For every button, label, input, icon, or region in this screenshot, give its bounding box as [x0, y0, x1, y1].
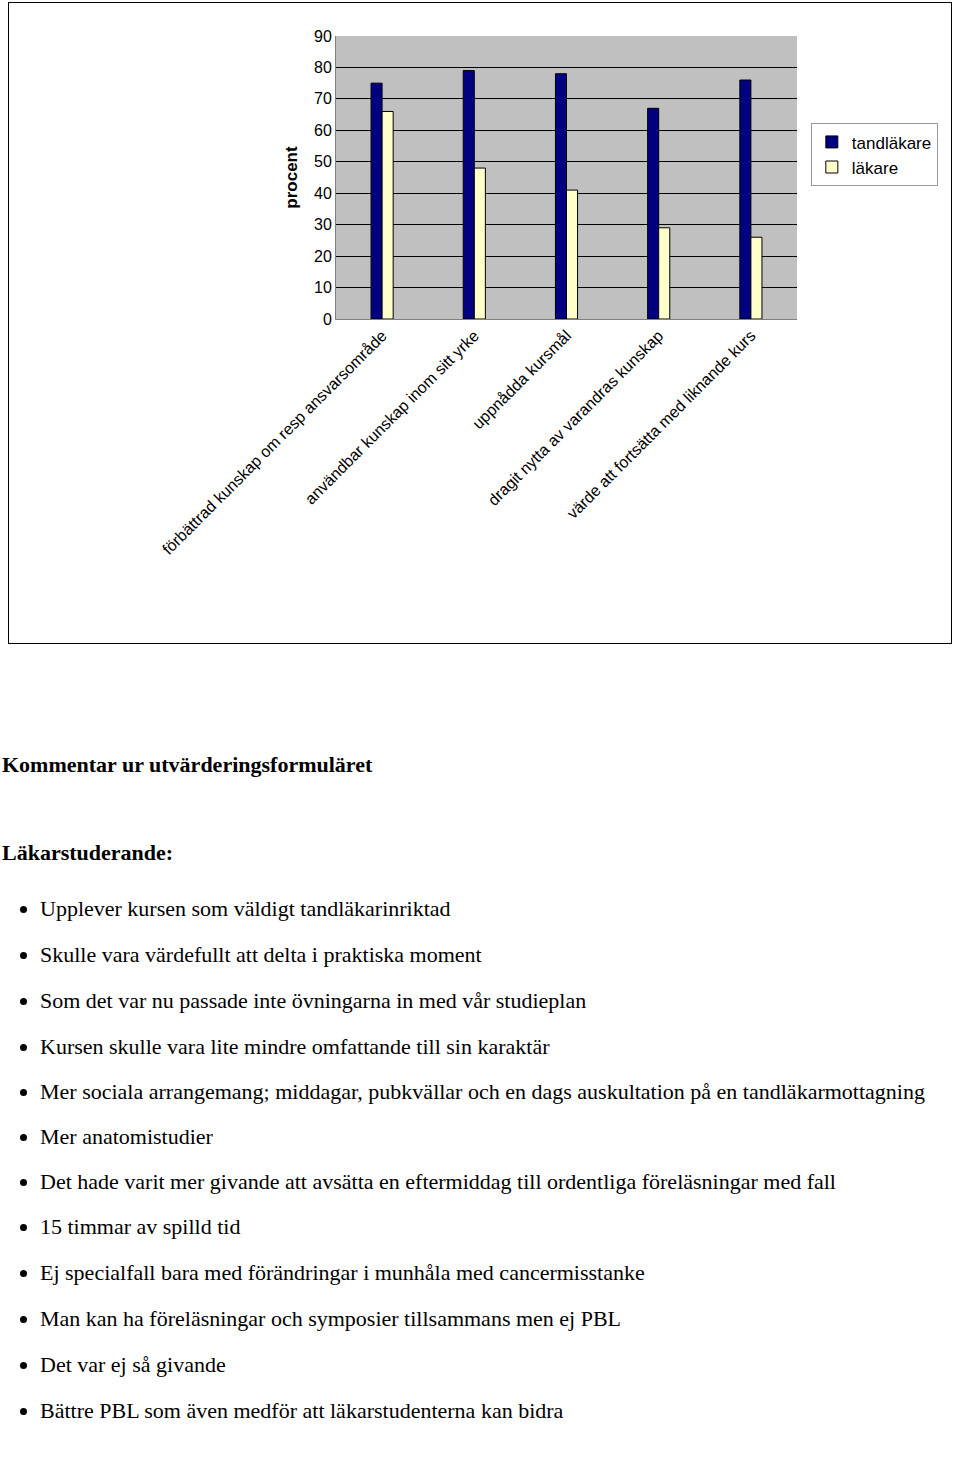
svg-text:0: 0 [323, 311, 332, 328]
html-text:Bättre PBL som även medför att: Bättre PBL som även medför att läkarstud… [40, 1398, 564, 1423]
svg-text:80: 80 [314, 59, 332, 76]
html-text:Mer sociala arrangemang; midda: Mer sociala arrangemang; middagar, pubkv… [40, 1079, 925, 1104]
svg-text:70: 70 [314, 90, 332, 107]
html-text:Det hade varit mer givande att: Det hade varit mer givande att avsätta e… [40, 1169, 836, 1194]
html-text:Upplever kursen som väldigt ta: Upplever kursen som väldigt tandläkarinr… [40, 896, 451, 921]
svg-text:20: 20 [314, 248, 332, 265]
html-text:Som det var nu passade inte öv: Som det var nu passade inte övningarna i… [40, 988, 587, 1013]
svg-text:användbar kunskap inom sitt yr: användbar kunskap inom sitt yrke [302, 327, 483, 508]
svg-text:förbättrad kunskap om resp ans: förbättrad kunskap om resp ansvarsområde [159, 327, 390, 558]
html-text:15 timmar av spilld tid: 15 timmar av spilld tid [40, 1214, 241, 1239]
svg-text:uppnådda kursmål: uppnådda kursmål [469, 327, 574, 432]
svg-text:40: 40 [314, 185, 332, 202]
html-text:Läkarstuderande:: Läkarstuderande: [2, 840, 174, 865]
html-text:Kommentar ur utvärderingsformu: Kommentar ur utvärderingsformuläret [2, 752, 373, 777]
svg-text:värde att fortsätta med liknan: värde att fortsätta med liknande kurs [564, 327, 759, 522]
html-text:Skulle vara värdefullt att del: Skulle vara värdefullt att delta i prakt… [40, 942, 482, 967]
svg-text:90: 90 [314, 28, 332, 45]
svg-text:60: 60 [314, 122, 332, 139]
html-text:Ej specialfall bara med föränd: Ej specialfall bara med förändringar i m… [40, 1260, 645, 1285]
html-text:Mer anatomistudier: Mer anatomistudier [40, 1124, 213, 1149]
html-text:Man kan ha föreläsningar och s: Man kan ha föreläsningar och symposier t… [40, 1306, 621, 1331]
html-text:Det var ej så givande: Det var ej så givande [40, 1352, 226, 1377]
svg-text:50: 50 [314, 153, 332, 170]
svg-text:30: 30 [314, 216, 332, 233]
svg-text:tandläkare: tandläkare [852, 134, 931, 153]
svg-text:procent: procent [282, 146, 301, 209]
svg-text:10: 10 [314, 279, 332, 296]
svg-text:läkare: läkare [852, 159, 898, 178]
html-text:Kursen skulle vara lite mindre: Kursen skulle vara lite mindre omfattand… [40, 1034, 550, 1059]
svg-text:dragit nytta av varandras kuns: dragit nytta av varandras kunskap [485, 327, 667, 509]
